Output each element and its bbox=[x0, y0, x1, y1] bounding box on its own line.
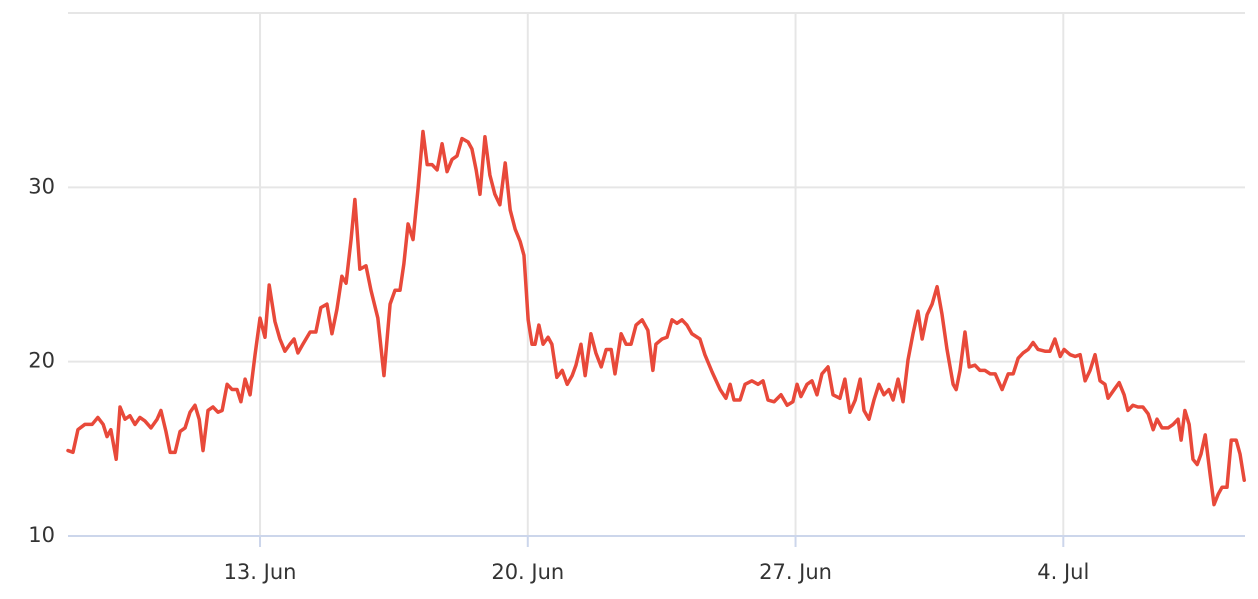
x-tick-label: 13. Jun bbox=[224, 560, 297, 584]
x-tick-label: 20. Jun bbox=[491, 560, 564, 584]
data-line bbox=[66, 129, 1246, 507]
x-tick-label: 4. Jul bbox=[1037, 560, 1089, 584]
y-tick-label: 10 bbox=[28, 523, 55, 547]
x-tick-label: 27. Jun bbox=[759, 560, 832, 584]
y-tick-label: 20 bbox=[28, 349, 55, 373]
y-tick-label: 30 bbox=[28, 174, 55, 198]
